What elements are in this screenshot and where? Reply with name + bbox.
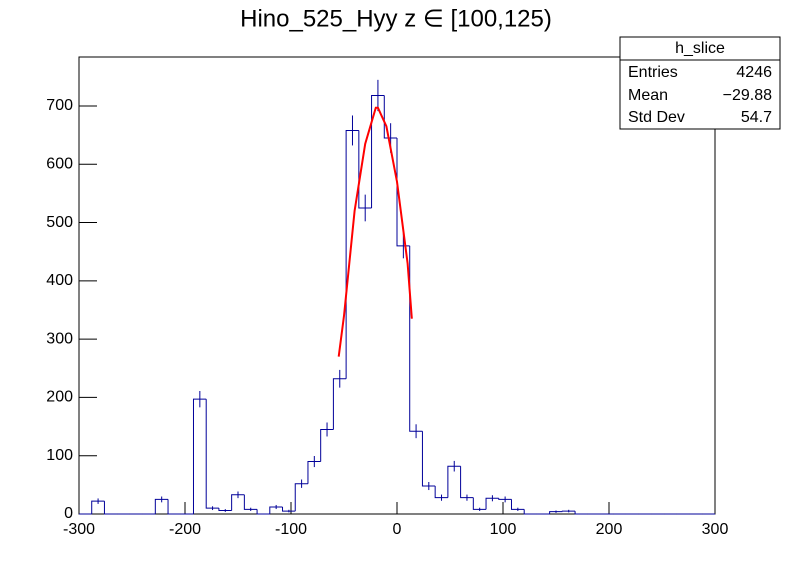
y-tick-label: 300 bbox=[46, 330, 73, 347]
bin bbox=[307, 461, 321, 484]
y-tick-label: 400 bbox=[46, 272, 73, 289]
stats-value: −29.88 bbox=[723, 87, 772, 104]
bin bbox=[332, 378, 347, 430]
stats-frame bbox=[619, 36, 781, 130]
x-tick-label: 300 bbox=[702, 521, 729, 538]
bin bbox=[498, 498, 512, 500]
chart-title: Hino_525_Hyy z ∈ [100,125) bbox=[240, 5, 552, 32]
bin bbox=[434, 486, 448, 499]
bin bbox=[549, 511, 563, 514]
stats-label: Std Dev bbox=[628, 109, 685, 126]
bin bbox=[409, 245, 423, 432]
bin bbox=[154, 498, 169, 514]
x-tick-label: -100 bbox=[275, 521, 307, 538]
bin bbox=[523, 509, 537, 515]
bin bbox=[574, 511, 588, 515]
x-tick-label: -300 bbox=[63, 521, 95, 538]
y-tick-label: 100 bbox=[46, 447, 73, 464]
x-tick-label: 200 bbox=[596, 521, 623, 538]
bin bbox=[256, 509, 270, 515]
stats-value: 54.7 bbox=[741, 109, 772, 126]
y-tick-label: 0 bbox=[64, 505, 73, 522]
bin bbox=[231, 494, 245, 511]
bin bbox=[371, 94, 385, 208]
bin bbox=[294, 483, 308, 512]
fit-curve bbox=[337, 106, 413, 357]
stats-label: Entries bbox=[628, 64, 678, 81]
bin bbox=[320, 428, 334, 462]
x-tick-label: 100 bbox=[490, 521, 517, 538]
x-tick-label: 0 bbox=[393, 521, 402, 538]
bin bbox=[383, 95, 397, 139]
y-tick-label: 600 bbox=[46, 155, 73, 172]
bin bbox=[447, 465, 461, 498]
bin bbox=[218, 508, 232, 512]
bin bbox=[282, 507, 296, 512]
y-tick-label: 200 bbox=[46, 389, 73, 406]
stats-value: 4246 bbox=[736, 64, 772, 81]
bin bbox=[358, 130, 372, 209]
x-tick-label: -200 bbox=[169, 521, 201, 538]
bin bbox=[167, 499, 181, 515]
bin bbox=[510, 499, 525, 510]
bin bbox=[91, 500, 105, 514]
stats-label: Mean bbox=[628, 87, 668, 104]
bin bbox=[460, 466, 474, 499]
bin bbox=[485, 497, 499, 510]
bin bbox=[472, 497, 487, 510]
bin bbox=[421, 431, 436, 487]
stats-title: h_slice bbox=[675, 40, 725, 57]
stats-box: h_slice Entries 4246 Mean −29.88 Std Dev… bbox=[619, 36, 781, 130]
bin bbox=[561, 510, 576, 512]
bin bbox=[103, 501, 118, 515]
y-tick-label: 700 bbox=[46, 97, 73, 114]
y-tick-label: 500 bbox=[46, 214, 73, 231]
bin bbox=[192, 398, 207, 514]
bin bbox=[269, 506, 283, 514]
bin bbox=[205, 399, 219, 509]
bin bbox=[243, 494, 258, 510]
